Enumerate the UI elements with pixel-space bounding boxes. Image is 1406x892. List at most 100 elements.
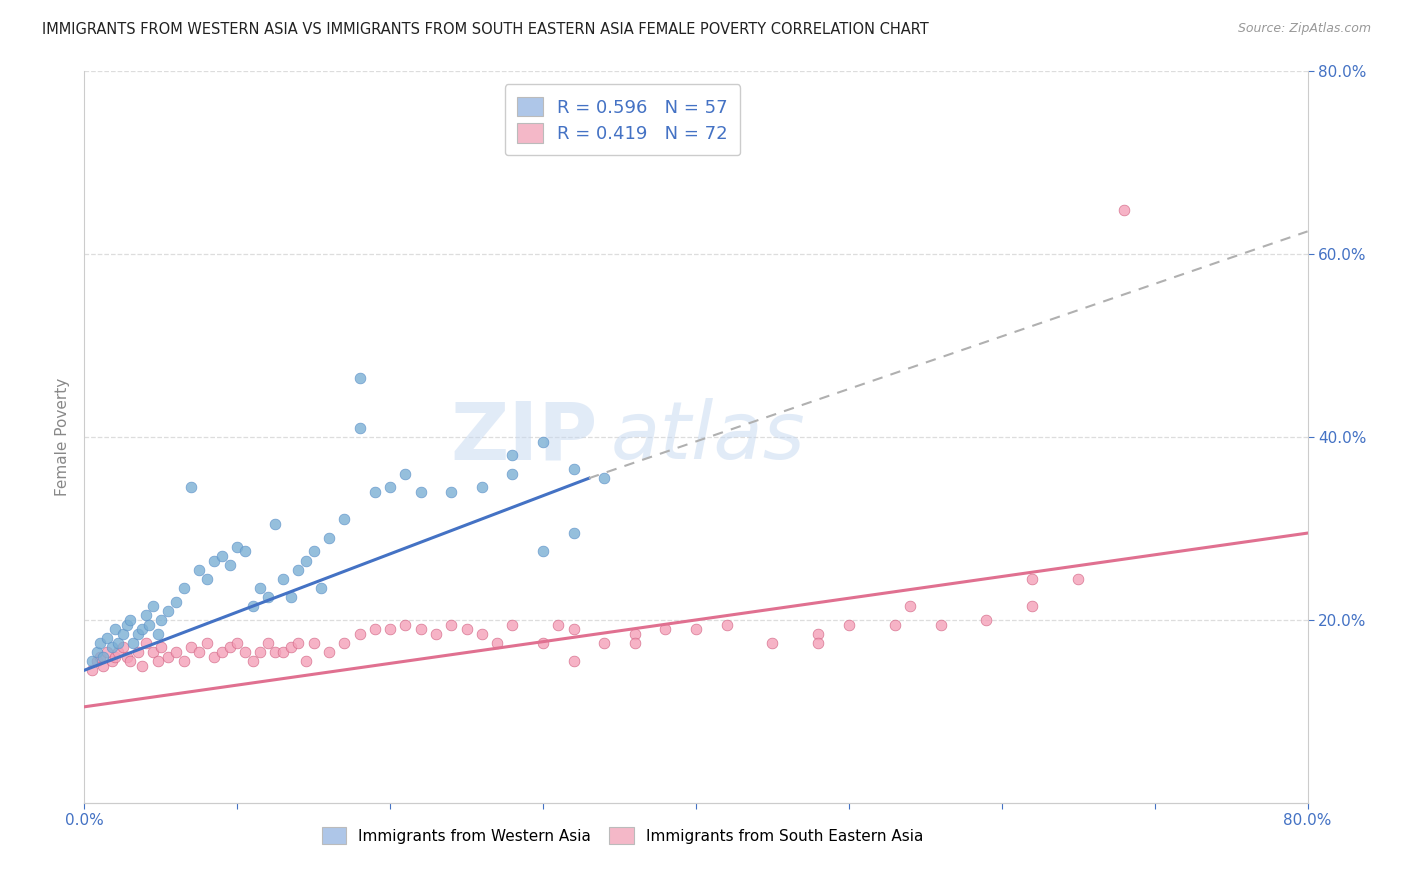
Point xyxy=(593,471,616,485)
Point xyxy=(1021,599,1043,614)
Point xyxy=(531,434,554,449)
Point xyxy=(180,640,202,655)
Point xyxy=(440,617,463,632)
Point xyxy=(249,645,271,659)
Legend: Immigrants from Western Asia, Immigrants from South Eastern Asia: Immigrants from Western Asia, Immigrants… xyxy=(315,822,929,850)
Point xyxy=(364,622,387,636)
Point xyxy=(271,572,294,586)
Point xyxy=(547,617,569,632)
Point xyxy=(898,599,921,614)
Point xyxy=(380,622,402,636)
Point xyxy=(157,604,180,618)
Point xyxy=(111,640,134,655)
Point xyxy=(188,645,211,659)
Point xyxy=(562,654,585,668)
Point xyxy=(349,626,371,640)
Point xyxy=(180,480,202,494)
Point xyxy=(531,544,554,558)
Point xyxy=(165,594,187,608)
Point xyxy=(333,636,356,650)
Point xyxy=(96,632,118,646)
Point xyxy=(115,649,138,664)
Point xyxy=(104,622,127,636)
Point xyxy=(242,599,264,614)
Point xyxy=(195,636,218,650)
Point xyxy=(883,617,905,632)
Point xyxy=(157,649,180,664)
Point xyxy=(202,553,225,567)
Point xyxy=(502,617,524,632)
Text: atlas: atlas xyxy=(610,398,806,476)
Point xyxy=(264,516,287,531)
Point xyxy=(295,553,318,567)
Point xyxy=(280,640,302,655)
Point xyxy=(364,485,387,500)
Point xyxy=(86,654,108,668)
Point xyxy=(1021,572,1043,586)
Point xyxy=(165,645,187,659)
Point xyxy=(471,626,494,640)
Point xyxy=(380,480,402,494)
Point xyxy=(226,540,249,554)
Point xyxy=(104,649,127,664)
Point xyxy=(142,599,165,614)
Point xyxy=(1114,203,1136,218)
Point xyxy=(976,613,998,627)
Point xyxy=(593,636,616,650)
Point xyxy=(333,512,356,526)
Point xyxy=(716,617,738,632)
Point xyxy=(654,622,676,636)
Point xyxy=(531,636,554,650)
Point xyxy=(202,649,225,664)
Point xyxy=(624,626,647,640)
Point xyxy=(271,645,294,659)
Point xyxy=(425,626,447,640)
Point xyxy=(838,617,860,632)
Point xyxy=(135,608,157,623)
Point xyxy=(131,622,153,636)
Text: ZIP: ZIP xyxy=(451,398,598,476)
Point xyxy=(146,654,169,668)
Point xyxy=(188,563,211,577)
Point xyxy=(80,663,103,677)
Text: IMMIGRANTS FROM WESTERN ASIA VS IMMIGRANTS FROM SOUTH EASTERN ASIA FEMALE POVERT: IMMIGRANTS FROM WESTERN ASIA VS IMMIGRAN… xyxy=(42,22,929,37)
Point xyxy=(502,448,524,462)
Point xyxy=(89,649,111,664)
Point xyxy=(807,626,830,640)
Point xyxy=(127,645,149,659)
Point xyxy=(127,626,149,640)
Point xyxy=(929,617,952,632)
Point xyxy=(211,645,233,659)
Point xyxy=(149,613,172,627)
Point xyxy=(120,613,142,627)
Point xyxy=(96,645,118,659)
Text: Source: ZipAtlas.com: Source: ZipAtlas.com xyxy=(1237,22,1371,36)
Point xyxy=(685,622,707,636)
Point xyxy=(394,617,416,632)
Y-axis label: Female Poverty: Female Poverty xyxy=(55,378,70,496)
Point xyxy=(311,581,333,595)
Point xyxy=(349,370,371,384)
Point xyxy=(233,645,256,659)
Point xyxy=(218,640,240,655)
Point xyxy=(409,485,432,500)
Point xyxy=(149,640,172,655)
Point xyxy=(107,645,129,659)
Point xyxy=(502,467,524,481)
Point xyxy=(440,485,463,500)
Point xyxy=(89,636,111,650)
Point xyxy=(226,636,249,650)
Point xyxy=(135,636,157,650)
Point xyxy=(318,531,340,545)
Point xyxy=(195,572,218,586)
Point xyxy=(471,480,494,494)
Point xyxy=(257,590,280,604)
Point xyxy=(107,636,129,650)
Point xyxy=(173,654,195,668)
Point xyxy=(394,467,416,481)
Point xyxy=(249,581,271,595)
Point xyxy=(264,645,287,659)
Point xyxy=(138,617,160,632)
Point xyxy=(218,558,240,573)
Point xyxy=(80,654,103,668)
